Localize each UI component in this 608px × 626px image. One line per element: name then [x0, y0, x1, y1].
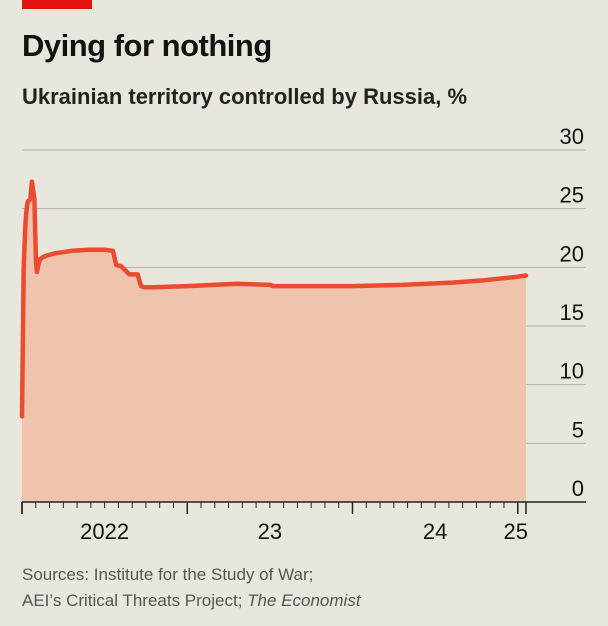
- source-note: Sources: Institute for the Study of War;…: [22, 562, 361, 614]
- y-tick-label: 15: [560, 300, 584, 325]
- x-tick-label: 25: [503, 519, 527, 544]
- source-publication: The Economist: [247, 591, 361, 610]
- source-line-2-text: AEI’s Critical Threats Project;: [22, 591, 248, 610]
- source-line-2: AEI’s Critical Threats Project; The Econ…: [22, 588, 361, 614]
- y-tick-label: 10: [560, 359, 584, 384]
- chart-title: Dying for nothing: [22, 28, 272, 63]
- y-tick-label: 5: [572, 417, 584, 442]
- chart-area: 0 5 10 15 20 25 30 2022 23 24 25: [19, 124, 586, 544]
- series-area: [22, 181, 526, 502]
- chart-subtitle: Ukrainian territory controlled by Russia…: [22, 84, 468, 109]
- brand-accent-bar: [22, 0, 92, 9]
- series-line: [19, 179, 529, 419]
- y-tick-label: 30: [560, 124, 584, 149]
- y-tick-label: 20: [560, 241, 584, 266]
- y-tick-label: 25: [560, 183, 584, 208]
- source-line-1: Sources: Institute for the Study of War;: [22, 565, 314, 584]
- x-tick-label: 24: [423, 519, 447, 544]
- y-tick-label: 0: [572, 476, 584, 501]
- x-tick-label: 23: [258, 519, 282, 544]
- x-tick-label: 2022: [80, 519, 129, 544]
